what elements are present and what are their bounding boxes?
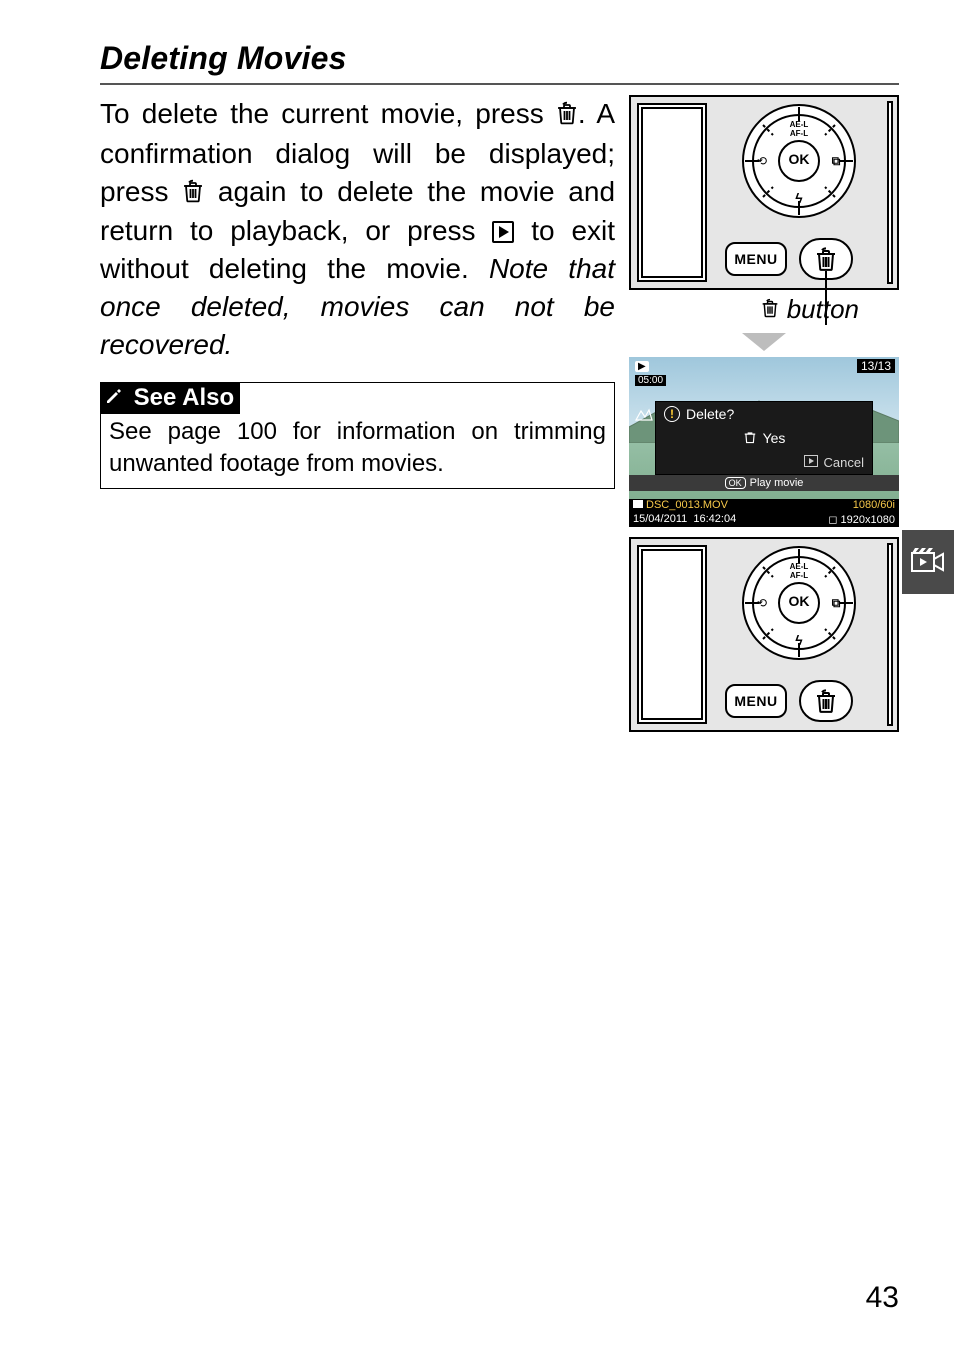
section-tab xyxy=(902,530,954,594)
dialog-question-row: ! Delete? xyxy=(656,402,872,426)
svg-text:⟲: ⟲ xyxy=(757,154,767,168)
info-bar: 15/04/2011 16:42:04 ◻ 1920x1080 xyxy=(629,513,899,527)
see-also-header: See Also xyxy=(101,383,240,414)
play-movie-hint: OK Play movie xyxy=(629,475,899,491)
page-number: 43 xyxy=(866,1281,899,1315)
mountain-icon xyxy=(635,407,653,421)
down-arrow-icon xyxy=(742,333,786,351)
dialog-yes-row: Yes xyxy=(656,426,872,450)
svg-text:⧉: ⧉ xyxy=(832,154,841,168)
caption-text: button xyxy=(787,294,859,324)
trash-icon xyxy=(182,175,204,213)
multi-selector-dial: OK AE-L AF-L ⧉ ⟲ ϟ xyxy=(739,543,859,663)
camera-back-diagram-2: OK AE-L AF-L ⧉ ⟲ ϟ MENU xyxy=(629,537,899,732)
warning-icon: ! xyxy=(664,406,680,422)
confirm-dialog: ! Delete? Yes Cancel xyxy=(655,401,873,475)
dialog-question: Delete? xyxy=(686,406,734,422)
right-column: OK AE-L AF-L ⧉ ⟲ ϟ MENU button xyxy=(629,95,899,732)
see-also-title: See Also xyxy=(134,384,235,411)
trash-icon xyxy=(743,430,757,447)
movie-tab-icon xyxy=(911,547,945,577)
dialog-yes: Yes xyxy=(763,430,786,446)
page: Deleting Movies To delete the current mo… xyxy=(0,0,954,1345)
file-format: 1080/60i xyxy=(853,499,895,513)
dialog-cancel: Cancel xyxy=(824,455,864,470)
ok-label: OK xyxy=(789,151,810,167)
lcd-outline-inner xyxy=(641,549,703,720)
play-hint-text: Play movie xyxy=(750,477,804,489)
two-column-layout: To delete the current movie, press . A c… xyxy=(100,95,899,732)
body-paragraph: To delete the current movie, press . A c… xyxy=(100,95,615,364)
delete-dialog-screenshot: ▶ 05:00 13/13 ! Delete? Yes xyxy=(629,357,899,527)
trash-icon xyxy=(761,294,786,324)
dialog-cancel-row: Cancel xyxy=(656,450,872,474)
menu-button: MENU xyxy=(725,242,787,276)
file-bar: DSC_0013.MOV 1080/60i xyxy=(629,499,899,513)
ok-label: OK xyxy=(789,593,810,609)
trash-button-caption: button xyxy=(629,294,899,325)
record-time: 05:00 xyxy=(635,375,666,386)
left-column: To delete the current movie, press . A c… xyxy=(100,95,615,732)
playback-icon xyxy=(492,221,514,243)
movie-indicator-icon: ▶ xyxy=(635,361,649,372)
right-strip xyxy=(887,543,893,726)
file-resolution: 1920x1080 xyxy=(841,514,895,526)
menu-button: MENU xyxy=(725,684,787,718)
callout-line xyxy=(825,271,827,325)
see-also-box: See Also See page 100 for information on… xyxy=(100,382,615,490)
crop-icon: ◻ xyxy=(828,514,837,526)
pencil-icon xyxy=(105,384,130,411)
ok-pill: OK xyxy=(725,477,746,489)
ael-label: AE-L xyxy=(790,562,809,571)
afl-label: AF-L xyxy=(790,129,808,138)
afl-label: AF-L xyxy=(790,571,808,580)
svg-text:⟲: ⟲ xyxy=(757,596,767,610)
trash-icon xyxy=(556,97,578,135)
section-heading: Deleting Movies xyxy=(100,40,899,85)
file-date: 15/04/2011 xyxy=(633,513,687,525)
playback-icon xyxy=(804,455,818,470)
right-strip xyxy=(887,101,893,284)
trash-button xyxy=(799,680,853,722)
svg-text:ϟ: ϟ xyxy=(795,190,803,206)
body-text-1: To delete the current movie, press xyxy=(100,98,556,129)
lcd-outline-inner xyxy=(641,107,703,278)
file-name: DSC_0013.MOV xyxy=(646,499,728,511)
ael-label: AE-L xyxy=(790,120,809,129)
multi-selector-dial: OK AE-L AF-L ⧉ ⟲ ϟ xyxy=(739,101,859,221)
camera-back-diagram-1: OK AE-L AF-L ⧉ ⟲ ϟ MENU xyxy=(629,95,899,290)
svg-text:⧉: ⧉ xyxy=(832,596,841,610)
see-also-body: See page 100 for information on trimming… xyxy=(101,414,614,489)
sd-card-icon xyxy=(633,500,643,508)
frame-counter: 13/13 xyxy=(857,359,895,373)
svg-text:ϟ: ϟ xyxy=(795,632,803,648)
file-time: 16:42:04 xyxy=(693,513,736,525)
